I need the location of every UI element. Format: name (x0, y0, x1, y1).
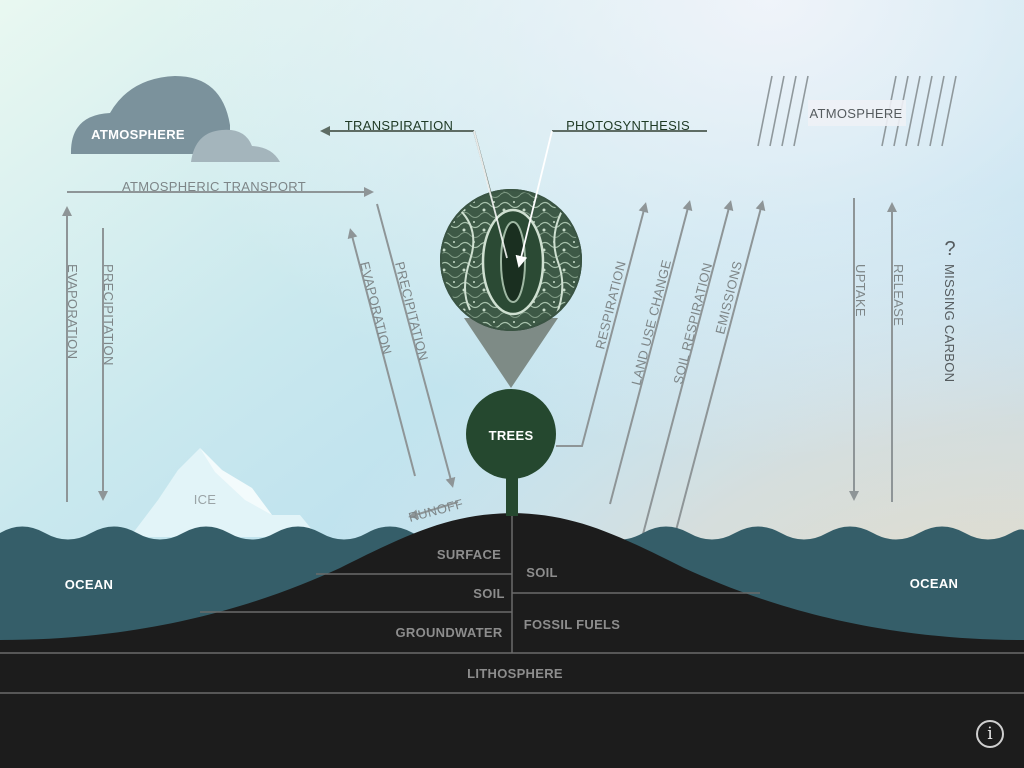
precipitation-left-label: PRECIPITATION (101, 264, 116, 366)
land-use-change-arrow (609, 200, 693, 505)
ocean-left-label: OCEAN (65, 577, 113, 592)
iceberg-icon (130, 448, 318, 537)
soil-right-label: SOIL (526, 565, 558, 580)
transpiration-label: TRANSPIRATION (345, 118, 453, 133)
precipitation-center-arrow (376, 203, 456, 488)
stomata-icon (440, 189, 582, 331)
trees-label: TREES (489, 428, 534, 443)
photosynthesis-arrow (515, 130, 553, 268)
atmosphere-rain-label: ATMOSPHERE (809, 106, 902, 121)
surface-label: SURFACE (437, 547, 501, 562)
info-button[interactable]: i (976, 720, 1004, 748)
release-label: RELEASE (891, 264, 906, 326)
photosynthesis-label: PHOTOSYNTHESIS (566, 118, 690, 133)
groundwater-label: GROUNDWATER (395, 625, 502, 640)
runoff-arrow (408, 501, 459, 520)
fossil-fuels-label: FOSSIL FUELS (524, 617, 621, 632)
ocean-right-label: OCEAN (910, 576, 958, 591)
info-icon: i (987, 724, 993, 744)
soil-left-label: SOIL (473, 586, 505, 601)
evaporation-center-arrow (347, 228, 416, 477)
magnifier-pointer (464, 318, 558, 388)
missing-carbon-label: MISSING CARBON (942, 264, 957, 382)
missing-carbon-question-icon: ? (944, 238, 955, 260)
ice-label: ICE (194, 492, 217, 507)
atmosphere-cloud-label: ATMOSPHERE (91, 127, 185, 142)
transpiration-stem-lens (473, 130, 508, 259)
rain-icon (757, 75, 957, 147)
cloud-icon (70, 76, 280, 162)
atmospheric-transport-label: ATMOSPHERIC TRANSPORT (122, 179, 306, 194)
soil-respiration-arrow (632, 200, 734, 573)
respiration-arrow (556, 202, 649, 447)
uptake-label: UPTAKE (853, 264, 868, 317)
tree-icon (466, 389, 556, 516)
lithosphere-label: LITHOSPHERE (467, 666, 563, 681)
evaporation-left-label: EVAPORATION (65, 264, 80, 359)
atmosphere-rain-label-bg (808, 100, 906, 126)
